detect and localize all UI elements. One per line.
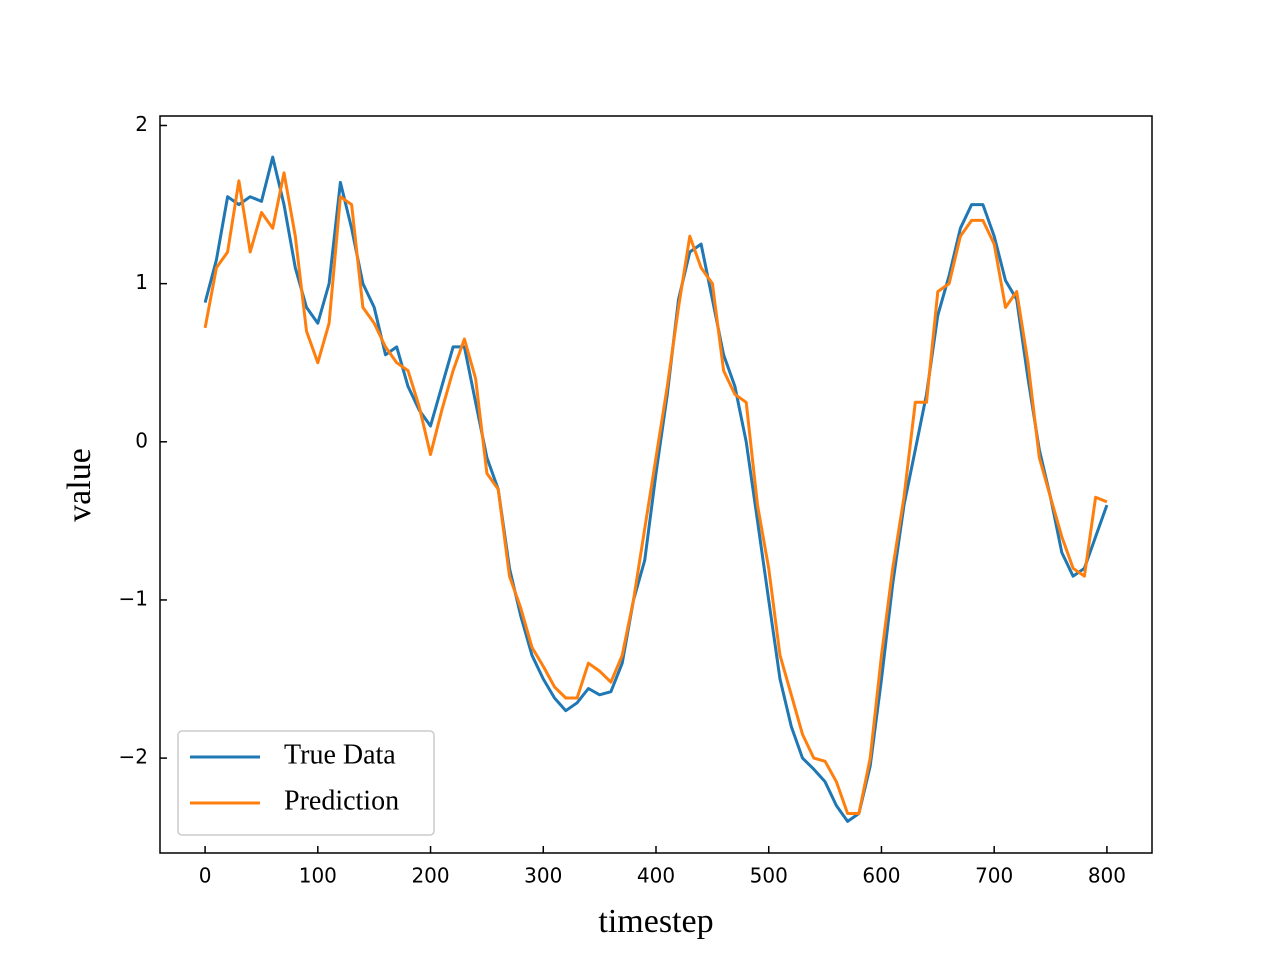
x-tick-label: 800 [1088,864,1126,888]
x-tick-label: 700 [975,864,1013,888]
x-tick-label: 600 [862,864,900,888]
x-tick-label: 300 [524,864,562,888]
legend-label: True Data [284,739,396,770]
y-tick-label: 0 [135,428,148,452]
plot-frame [159,115,1153,854]
x-tick-label: 100 [299,864,337,888]
x-tick-label: 200 [411,864,449,888]
y-tick-label: −2 [119,745,148,769]
y-axis-label: value [61,448,98,522]
x-axis-label: timestep [598,903,713,940]
x-tick-label: 0 [199,864,212,888]
y-tick-label: −1 [119,586,148,610]
legend-label: Prediction [284,785,399,816]
y-tick-label: 1 [135,270,148,294]
y-tick-label: 2 [135,112,148,136]
x-tick-label: 400 [637,864,675,888]
line-series [203,171,1108,815]
x-tick-label: 500 [750,864,788,888]
